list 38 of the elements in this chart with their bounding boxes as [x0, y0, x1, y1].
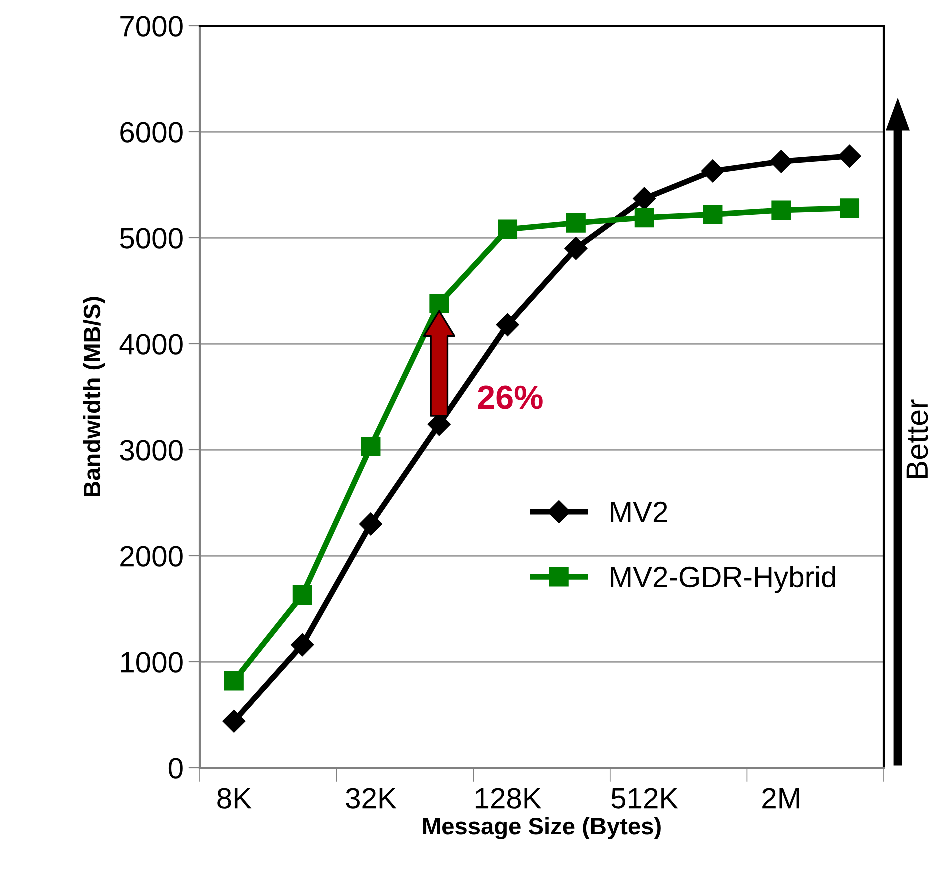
- point: [360, 512, 382, 536]
- point: [292, 585, 312, 605]
- y-tick-label: 7000: [120, 16, 183, 37]
- point: [222, 710, 246, 733]
- point: [772, 200, 792, 220]
- point: [224, 671, 244, 691]
- y-tick-label: 6000: [120, 122, 183, 143]
- x-tick-label: 8K: [218, 788, 252, 809]
- x-tick-label: 32K: [346, 788, 397, 809]
- y-axis-title: Bandwidth (MB/S): [83, 297, 106, 496]
- y-tick-label: 3000: [120, 440, 183, 461]
- point: [430, 294, 450, 314]
- point: [566, 213, 586, 233]
- y-tick-label: 5000: [120, 228, 183, 249]
- legend-label: MV2-GDR-Hybrid: [611, 566, 836, 594]
- point: [361, 437, 381, 457]
- legend-label: MV2: [611, 502, 668, 522]
- point: [633, 187, 656, 210]
- point: [291, 634, 314, 657]
- point: [634, 208, 654, 228]
- y-tick-label: 4000: [120, 334, 183, 355]
- y-tick-label: 1000: [121, 652, 183, 673]
- point: [703, 204, 723, 224]
- point: [498, 220, 518, 240]
- y-tick-label: 2000: [120, 546, 183, 567]
- y-tick-label: 0: [168, 758, 183, 779]
- x-tick-label: 2M: [762, 788, 800, 809]
- x-tick-label: 512K: [612, 788, 678, 809]
- point: [770, 150, 793, 174]
- x-axis-title: Message Size (Bytes): [424, 817, 661, 840]
- annotation: 26%: [478, 386, 543, 410]
- point: [838, 144, 862, 168]
- point: [702, 160, 724, 183]
- x-tick-label: 128K: [476, 788, 542, 809]
- point: [564, 237, 588, 260]
- point: [840, 198, 860, 218]
- point: [496, 313, 520, 336]
- text: Better: [906, 400, 928, 478]
